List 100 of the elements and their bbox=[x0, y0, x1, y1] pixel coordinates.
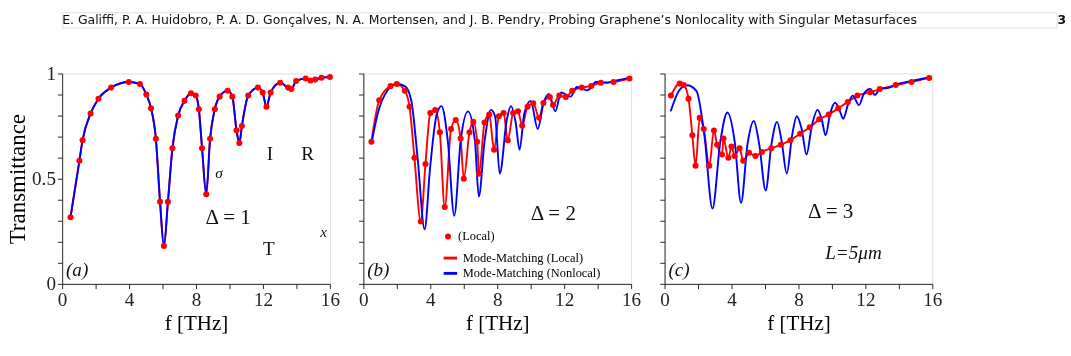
point bbox=[432, 106, 439, 113]
point bbox=[720, 135, 727, 142]
point bbox=[806, 124, 813, 131]
text: 3 bbox=[1057, 11, 1067, 27]
annotation: (c) bbox=[668, 259, 690, 282]
point bbox=[470, 118, 477, 125]
point bbox=[79, 137, 86, 144]
x-tick-label: 8 bbox=[794, 289, 804, 311]
point bbox=[441, 204, 448, 211]
point bbox=[680, 82, 687, 89]
point bbox=[562, 94, 569, 101]
legend-label: Mode-Matching (Local) bbox=[462, 250, 584, 265]
point bbox=[245, 92, 252, 99]
annotation: x bbox=[319, 223, 328, 241]
point bbox=[422, 160, 429, 167]
point bbox=[448, 126, 455, 133]
point bbox=[510, 110, 517, 117]
point bbox=[452, 116, 459, 124]
point bbox=[277, 79, 284, 86]
point bbox=[728, 143, 735, 150]
point bbox=[495, 113, 502, 120]
point bbox=[169, 145, 176, 152]
point bbox=[411, 154, 418, 161]
point bbox=[229, 93, 236, 100]
x-tick-label: 4 bbox=[426, 289, 437, 311]
point bbox=[519, 122, 526, 129]
annotation: Δ = 3 bbox=[808, 198, 854, 223]
point bbox=[700, 126, 707, 133]
x-tick-label: 4 bbox=[124, 289, 135, 311]
point bbox=[181, 97, 188, 104]
point bbox=[236, 139, 243, 146]
x-tick-label: 16 bbox=[622, 289, 642, 311]
point bbox=[626, 75, 633, 82]
point bbox=[500, 110, 507, 117]
x-tick-label: 12 bbox=[555, 289, 575, 311]
annotation: (b) bbox=[367, 259, 390, 282]
x-tick-label: 4 bbox=[727, 289, 738, 311]
point bbox=[393, 81, 400, 88]
x-tick-label: 16 bbox=[923, 289, 943, 311]
point bbox=[293, 78, 300, 85]
point bbox=[844, 98, 851, 105]
point bbox=[546, 94, 553, 101]
point bbox=[143, 91, 150, 98]
point bbox=[530, 100, 537, 107]
point bbox=[685, 95, 692, 102]
point bbox=[318, 74, 325, 81]
x-axis-title: f [THz] bbox=[465, 311, 530, 336]
point bbox=[460, 175, 467, 182]
point bbox=[427, 110, 434, 117]
point bbox=[147, 105, 155, 112]
point bbox=[187, 90, 195, 97]
point bbox=[157, 198, 164, 205]
point bbox=[825, 111, 832, 118]
y-tick-label: 0.5 bbox=[32, 167, 56, 189]
point bbox=[326, 74, 333, 81]
legend-label: (Local) bbox=[458, 229, 495, 244]
annotation: R bbox=[301, 142, 315, 164]
point bbox=[475, 170, 483, 177]
annotation: L=5μm bbox=[824, 242, 882, 264]
point bbox=[758, 148, 765, 155]
point bbox=[376, 97, 383, 104]
point bbox=[696, 114, 703, 121]
point bbox=[892, 82, 899, 89]
point bbox=[926, 74, 933, 81]
annotation: Δ = 1 bbox=[205, 204, 251, 229]
point bbox=[556, 92, 563, 99]
point bbox=[597, 79, 604, 86]
point bbox=[481, 119, 488, 126]
point bbox=[95, 95, 102, 102]
point bbox=[706, 162, 713, 169]
point bbox=[192, 92, 199, 99]
x-axis-title: f [THz] bbox=[767, 311, 831, 336]
annotation: T bbox=[262, 238, 275, 260]
point bbox=[667, 92, 674, 99]
x-tick-label: 0 bbox=[660, 289, 670, 311]
point bbox=[569, 87, 576, 94]
point bbox=[457, 135, 464, 142]
x-tick-label: 16 bbox=[320, 289, 340, 311]
point bbox=[67, 214, 74, 221]
point bbox=[549, 102, 556, 109]
point bbox=[417, 218, 424, 225]
point bbox=[816, 116, 823, 123]
point bbox=[263, 103, 270, 110]
point bbox=[207, 135, 214, 142]
x-tick-label: 8 bbox=[191, 289, 202, 311]
point bbox=[87, 110, 94, 117]
point bbox=[854, 92, 861, 99]
point bbox=[267, 89, 274, 96]
point bbox=[152, 135, 159, 142]
x-tick-label: 0 bbox=[359, 289, 369, 311]
y-tick-label: 0 bbox=[46, 273, 56, 295]
point bbox=[136, 81, 143, 88]
point bbox=[195, 106, 202, 113]
point bbox=[233, 127, 240, 134]
point bbox=[578, 84, 585, 91]
point bbox=[908, 78, 915, 85]
point bbox=[203, 191, 210, 198]
point bbox=[777, 141, 784, 148]
point bbox=[710, 127, 717, 134]
point bbox=[835, 105, 842, 112]
